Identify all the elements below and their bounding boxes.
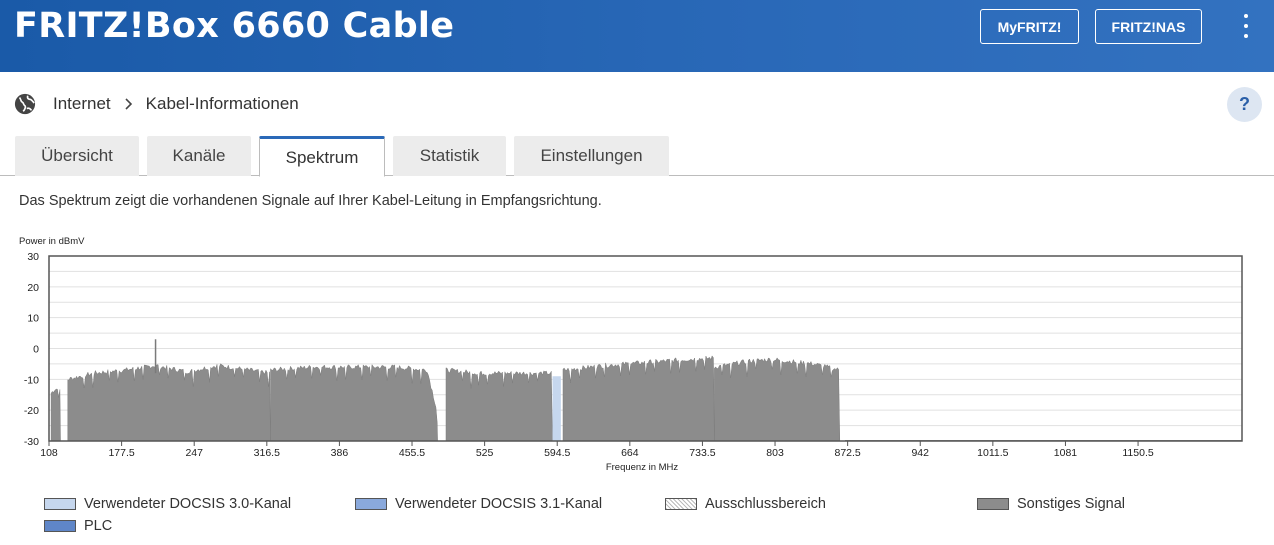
x-tick-label: 594.5 (544, 447, 570, 459)
legend-ausschlussbereich: Ausschlussbereich (665, 494, 826, 514)
x-tick-label: 803 (766, 447, 784, 459)
legend-docsis30: Verwendeter DOCSIS 3.0-Kanal (44, 494, 291, 514)
x-tick-label: 733.5 (689, 447, 715, 459)
legend-sonstiges-signal: Sonstiges Signal (977, 494, 1125, 514)
x-tick-label: 942 (911, 447, 929, 459)
legend-docsis31: Verwendeter DOCSIS 3.1-Kanal (355, 494, 602, 514)
docsis30-channel (552, 376, 561, 441)
chart-frame (48, 255, 1243, 442)
spectrum-signal-segment (270, 364, 438, 442)
x-tick-label: 1081 (1054, 447, 1078, 459)
legend-label: Ausschlussbereich (705, 496, 826, 512)
y-tick-label: 30 (27, 251, 39, 263)
help-button[interactable]: ? (1227, 87, 1262, 122)
x-tick-label: 1150.5 (1122, 447, 1153, 459)
legend-swatch (44, 498, 76, 510)
spectrum-signal-segment (50, 388, 61, 442)
legend-swatch (665, 498, 697, 510)
legend-label: Verwendeter DOCSIS 3.1-Kanal (395, 496, 603, 512)
legend-label: PLC (84, 518, 113, 534)
breadcrumb: Internet Kabel-Informationen (14, 92, 299, 116)
myfritz-button[interactable]: MyFRITZ! (980, 9, 1079, 44)
y-tick-label: 0 (33, 344, 39, 356)
y-tick-label: -20 (24, 405, 39, 417)
header-bar: FRITZ!Box 6660 Cable MyFRITZ! FRITZ!NAS (0, 0, 1274, 72)
tab-statistik[interactable]: Statistik (393, 136, 506, 176)
tab-uebersicht[interactable]: Übersicht (15, 136, 139, 176)
x-tick-label: 108 (40, 447, 58, 459)
spectrum-signal-segment (714, 357, 841, 442)
legend-swatch (977, 498, 1009, 510)
y-tick-label: 10 (27, 313, 39, 325)
chevron-right-icon (125, 98, 132, 110)
x-tick-label: 664 (621, 447, 639, 459)
tab-bar: Übersicht Kanäle Spektrum Statistik Eins… (0, 136, 1274, 177)
device-title: FRITZ!Box 6660 Cable (14, 6, 455, 46)
x-tick-label: 1011.5 (977, 447, 1008, 459)
y-tick-label: -10 (24, 374, 39, 386)
legend-label: Sonstiges Signal (1017, 496, 1126, 512)
legend-plc: PLC (44, 516, 112, 536)
tab-kanaele[interactable]: Kanäle (147, 136, 251, 176)
spectrum-signal-segment (445, 367, 553, 442)
x-tick-label: 316.5 (254, 447, 280, 459)
x-tick-label: 455.5 (399, 447, 425, 459)
tab-einstellungen[interactable]: Einstellungen (514, 136, 669, 176)
chart-x-axis-label: Frequenz in MHz (605, 462, 679, 473)
legend-label: Verwendeter DOCSIS 3.0-Kanal (84, 496, 292, 512)
globe-icon (14, 93, 36, 115)
x-tick-label: 177.5 (108, 447, 134, 459)
x-tick-label: 247 (185, 447, 203, 459)
x-tick-label: 872.5 (835, 447, 861, 459)
y-tick-label: -30 (24, 436, 39, 448)
spectrum-signal-segment (562, 355, 715, 442)
fritznas-button[interactable]: FRITZ!NAS (1095, 9, 1202, 44)
legend-swatch (355, 498, 387, 510)
breadcrumb-item-internet[interactable]: Internet (53, 94, 111, 113)
legend-swatch (44, 520, 76, 532)
y-tick-label: 20 (27, 282, 39, 294)
chart-y-axis-label: Power in dBmV (19, 236, 85, 247)
breadcrumb-item-kabel-informationen: Kabel-Informationen (145, 94, 299, 113)
x-tick-label: 386 (331, 447, 349, 459)
x-tick-label: 525 (476, 447, 494, 459)
spectrum-description: Das Spektrum zeigt die vorhandenen Signa… (19, 193, 602, 209)
tab-spektrum[interactable]: Spektrum (259, 136, 385, 177)
spectrum-signal-segment (67, 363, 271, 442)
more-menu-icon[interactable] (1240, 14, 1252, 38)
